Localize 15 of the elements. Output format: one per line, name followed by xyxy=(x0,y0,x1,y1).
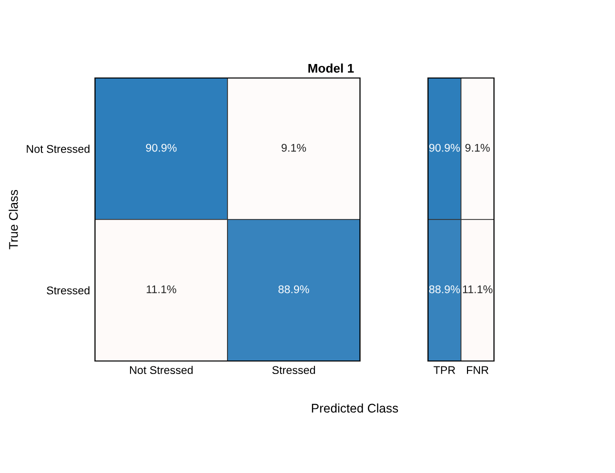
data-label: 9.1% xyxy=(465,144,490,152)
x-tick-label: TPR xyxy=(434,366,456,374)
y-axis-title: True Class xyxy=(8,190,18,250)
data-label: 9.1% xyxy=(282,144,306,152)
x-tick-label: Not Stressed xyxy=(130,366,193,374)
data-label: 88.9% xyxy=(429,285,460,294)
x-tick-label: Stressed xyxy=(272,366,315,374)
data-label: 90.9% xyxy=(146,144,177,152)
data-label: 11.1% xyxy=(463,285,492,294)
chart-title: Model 1 xyxy=(308,64,354,73)
data-label: 90.9% xyxy=(429,144,460,152)
data-label: 88.9% xyxy=(278,285,310,294)
data-label: 11.1% xyxy=(146,285,176,294)
x-axis-title: Predicted Class xyxy=(312,403,398,413)
x-tick-label: FNR xyxy=(466,366,488,374)
